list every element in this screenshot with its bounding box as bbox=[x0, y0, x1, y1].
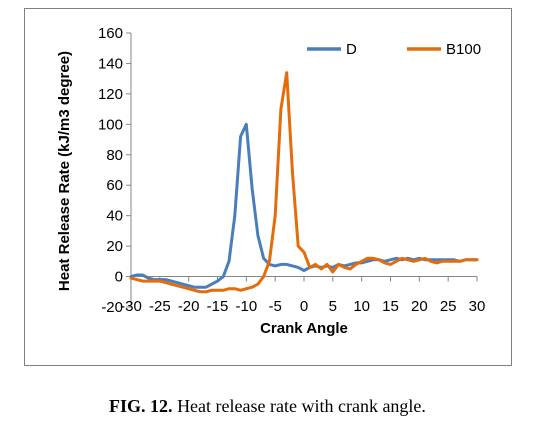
legend: D B100 bbox=[307, 41, 481, 58]
x-tick-label: 0 bbox=[300, 298, 308, 315]
x-tick-label: -5 bbox=[268, 298, 281, 315]
x-tick-label: -15 bbox=[207, 298, 229, 315]
y-tick-label: 40 bbox=[106, 208, 123, 225]
y-tick-label: 80 bbox=[106, 147, 123, 164]
series-line-b100 bbox=[129, 71, 479, 294]
y-tick-label: 0 bbox=[115, 269, 123, 286]
x-tick-label: -25 bbox=[149, 298, 171, 315]
series-lines bbox=[129, 71, 479, 294]
x-tick-label: 30 bbox=[469, 298, 486, 315]
x-tick-labels: -30 -25 -20 -15 -10 -5 0 5 10 15 20 25 30 bbox=[120, 298, 485, 315]
x-tick-label: 15 bbox=[382, 298, 399, 315]
y-tick-label: 20 bbox=[106, 238, 123, 255]
y-tick-label: 60 bbox=[106, 177, 123, 194]
figure-caption: FIG. 12. Heat release rate with crank an… bbox=[0, 396, 535, 417]
x-tick-label: 20 bbox=[411, 298, 428, 315]
x-tick-label: 5 bbox=[329, 298, 337, 315]
y-tick-label: 100 bbox=[98, 116, 123, 133]
x-tick-label: 25 bbox=[440, 298, 457, 315]
figure-caption-text: Heat release rate with crank angle. bbox=[172, 396, 426, 416]
x-tick-label: -30 bbox=[120, 298, 142, 315]
series-line-d bbox=[129, 122, 479, 289]
x-tick-label: 10 bbox=[353, 298, 370, 315]
y-tick-label: 120 bbox=[98, 86, 123, 103]
x-tick-label: -20 bbox=[178, 298, 200, 315]
y-axis-title: Heat Release Rate (kJ/m3 degree) bbox=[56, 51, 73, 291]
y-tick-labels: -20 0 20 40 60 80 100 120 140 160 bbox=[98, 25, 123, 316]
chart-area: -20 0 20 40 60 80 100 120 140 160 -30 -25 -20 -15 -10… bbox=[24, 8, 512, 366]
axes bbox=[126, 32, 478, 308]
y-tick-label: 160 bbox=[98, 25, 123, 42]
y-tick-label: 140 bbox=[98, 55, 123, 72]
x-axis-title: Crank Angle bbox=[260, 320, 348, 337]
legend-label-d: D bbox=[346, 41, 357, 58]
y-tick-label: -20 bbox=[101, 299, 123, 316]
legend-label-b100: B100 bbox=[446, 41, 481, 58]
x-tick-label: -10 bbox=[235, 298, 257, 315]
figure-label: FIG. 12. bbox=[109, 396, 173, 416]
